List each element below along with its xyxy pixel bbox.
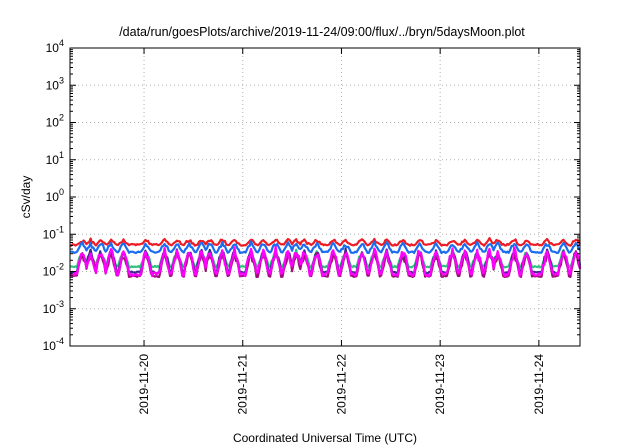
x-tick-label: 2019-11-24	[532, 354, 546, 415]
y-tick-label: 103	[46, 75, 64, 92]
y-tick-label: 10-4	[43, 336, 64, 353]
grid	[70, 47, 580, 347]
y-tick-label: 102	[46, 113, 64, 130]
y-tick-label: 10-1	[43, 224, 64, 241]
x-tick-label: 2019-11-20	[137, 354, 151, 415]
chart-title: /data/run/goesPlots/archive/2019-11-24/0…	[119, 25, 525, 39]
y-tick-label: 10-3	[43, 299, 64, 316]
y-tick-label: 104	[46, 38, 64, 55]
series-line	[69, 237, 581, 247]
y-tick-label: 100	[46, 187, 64, 204]
series-line	[70, 240, 581, 255]
x-axis-label: Coordinated Universal Time (UTC)	[233, 431, 417, 445]
y-tick-label: 101	[46, 150, 64, 167]
x-tick-label: 2019-11-21	[236, 354, 250, 415]
y-axis-label: cSv/day	[19, 176, 33, 219]
x-tick-label: 2019-11-22	[334, 354, 348, 415]
y-tick-label: 10-2	[43, 262, 64, 279]
series-layer	[69, 237, 582, 279]
x-ticks: 2019-11-20 2019-11-21 2019-11-22 2019-11-23…	[137, 48, 546, 415]
x-tick-label: 2019-11-23	[433, 354, 447, 415]
y-ticks: 10-4 10-3 10-2 10-1 100 101 102 103 104	[43, 38, 580, 353]
series-line	[69, 245, 582, 278]
